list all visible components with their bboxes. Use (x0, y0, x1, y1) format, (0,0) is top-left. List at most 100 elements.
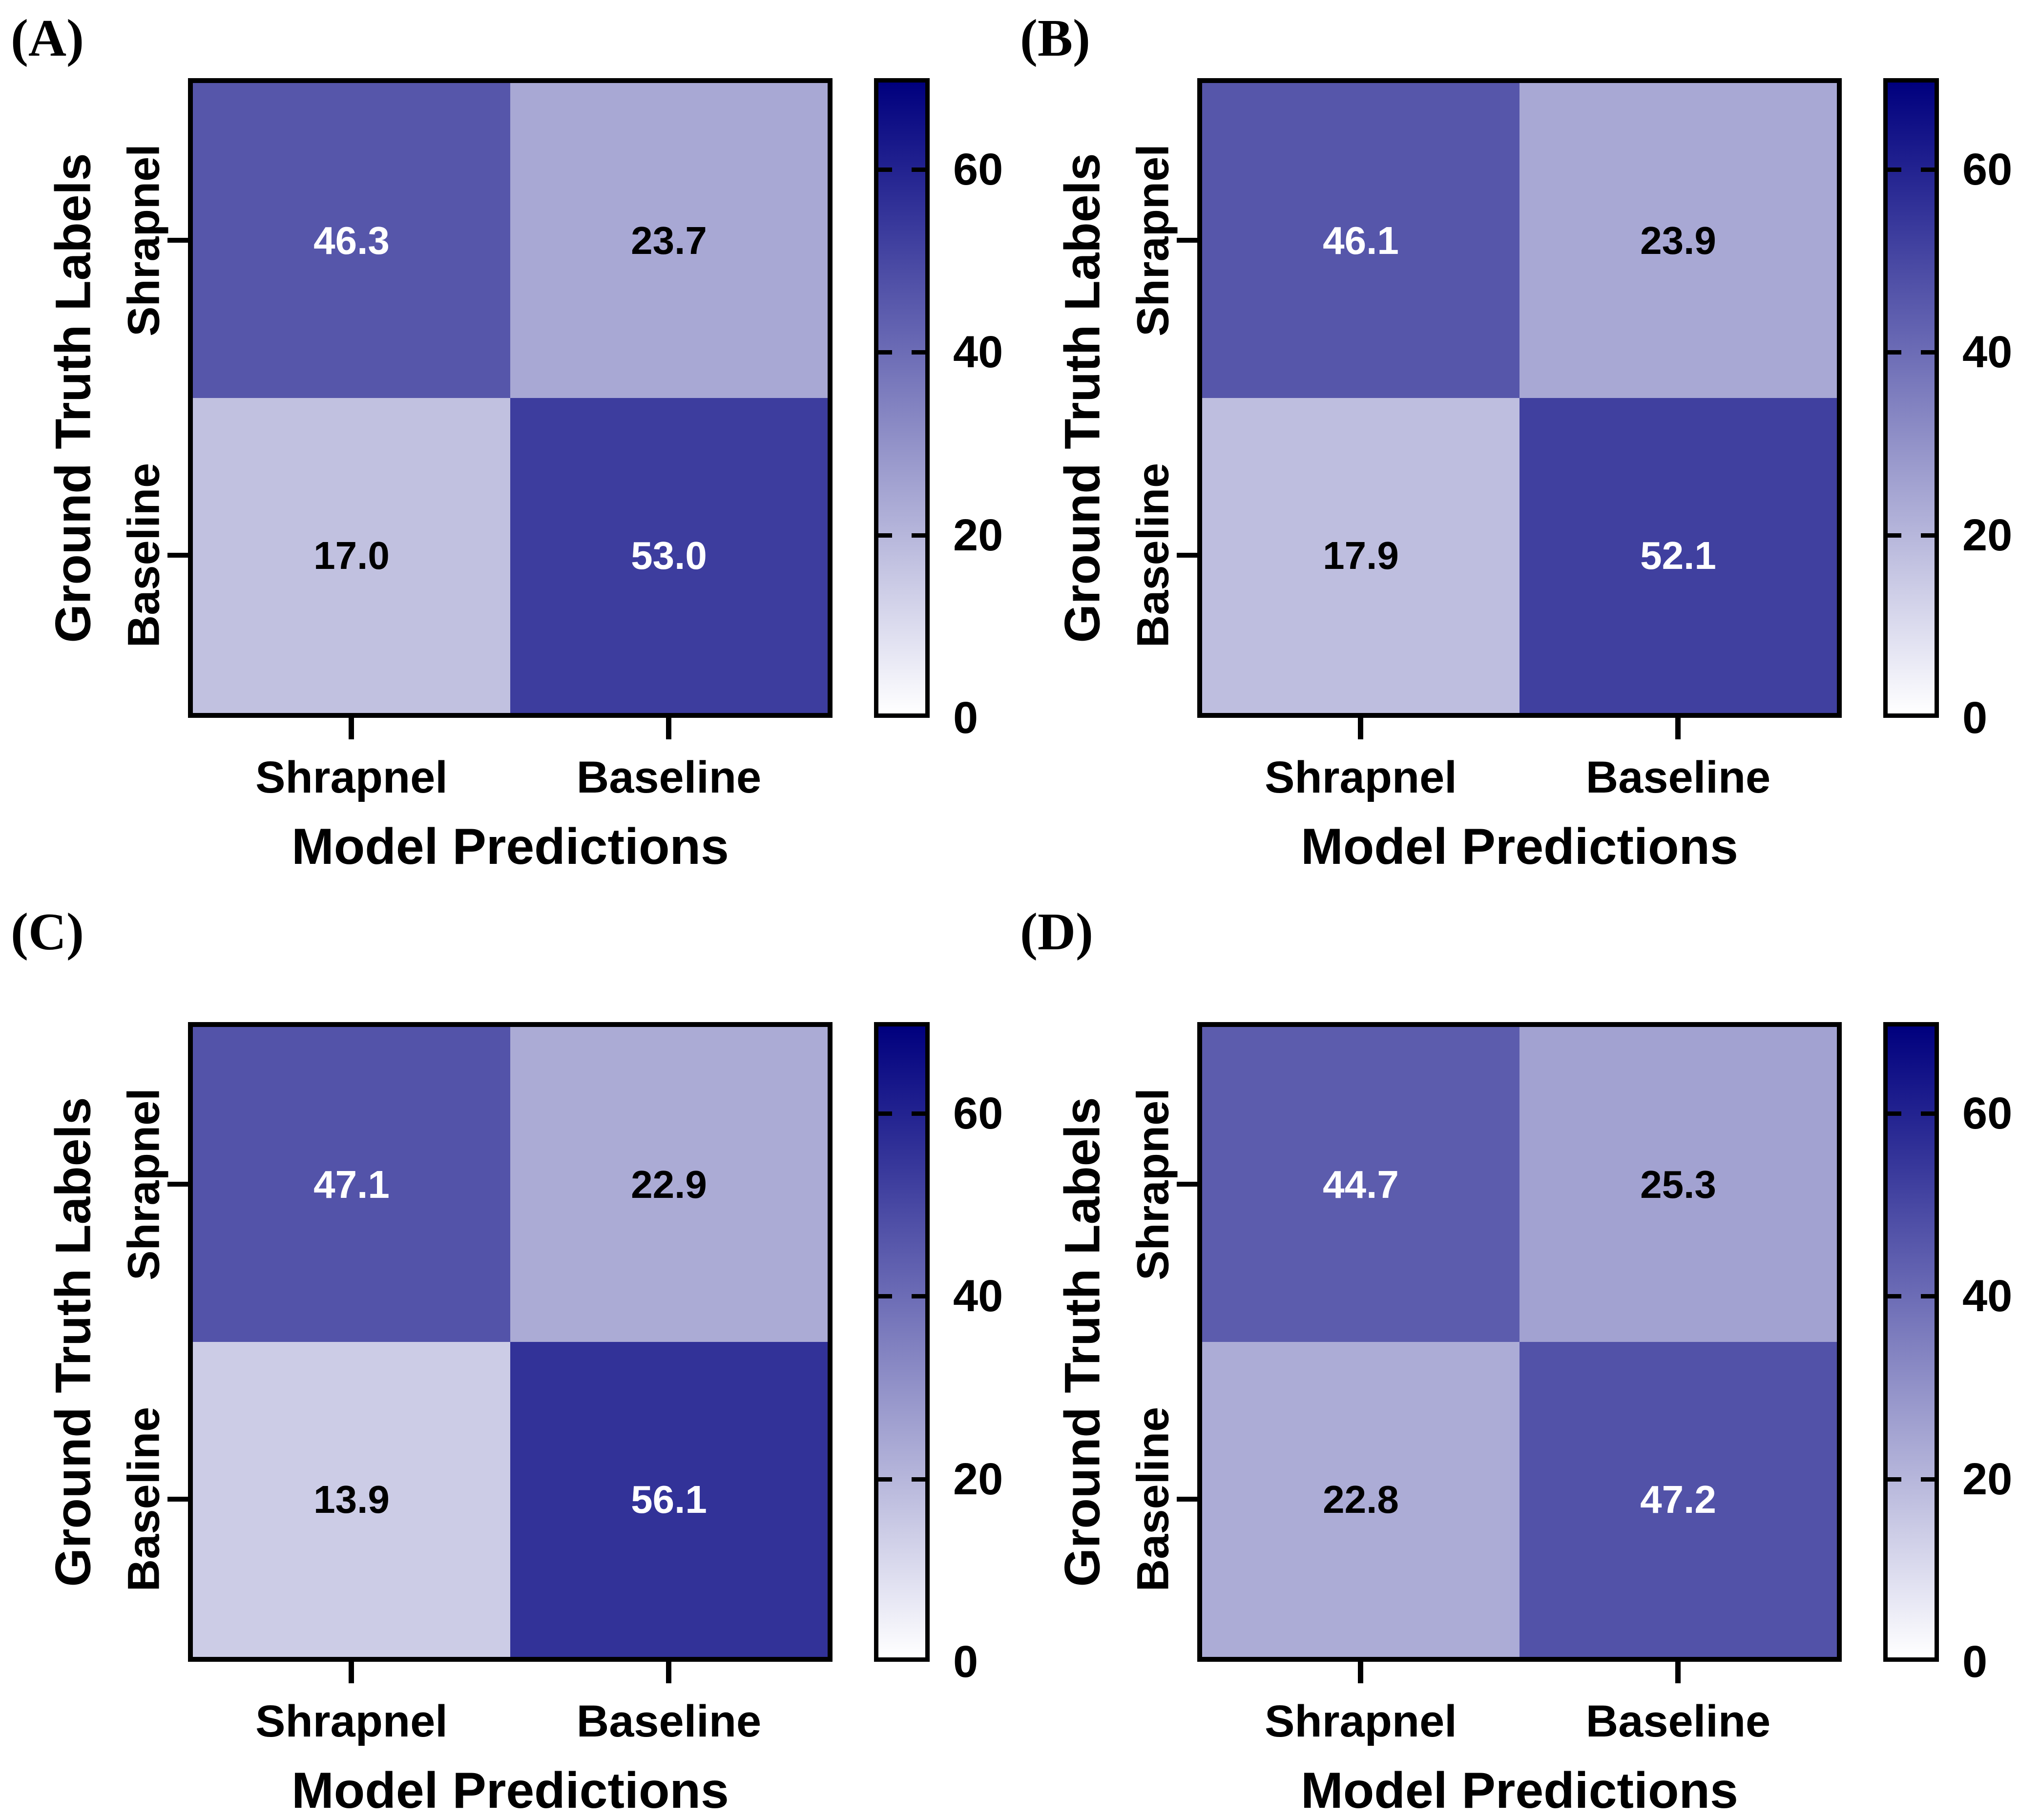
colorbar-tick-mark (912, 350, 925, 355)
y-tick-mark (167, 238, 189, 243)
matrix-cell-shrapnel-baseline: 25.3 (1519, 1027, 1837, 1342)
matrix-cell-baseline-shrapnel: 17.9 (1202, 398, 1519, 713)
colorbar (874, 78, 930, 718)
panel-label: (C) (11, 903, 84, 961)
colorbar-tick-mark (1888, 1111, 1901, 1116)
colorbar-tick-label: 40 (953, 327, 1003, 377)
colorbar-tick-label: 0 (1962, 1637, 1988, 1687)
panel-C: (C) Ground Truth Labels Shrapnel Baselin… (0, 879, 1009, 1820)
y-tick-mark (1177, 1497, 1198, 1502)
colorbar-tick-mark (912, 1111, 925, 1116)
colorbar-tick-mark (1888, 1294, 1901, 1299)
y-tick-mark (167, 1497, 189, 1502)
colorbar-tick-label: 0 (953, 1637, 978, 1687)
colorbar-tick-label: 60 (953, 145, 1003, 195)
colorbar-tick-mark (1921, 1294, 1935, 1299)
y-tick-label-shrapnel: Shrapnel (119, 144, 169, 336)
colorbar-tick-label: 60 (1962, 1088, 2013, 1139)
confusion-matrix-heatmap: 44.7 25.3 22.8 47.2 (1197, 1022, 1842, 1662)
y-tick-label-shrapnel: Shrapnel (1128, 1088, 1178, 1280)
matrix-cell-shrapnel-shrapnel: 46.3 (193, 83, 510, 398)
y-axis-label: Ground Truth Labels (1054, 153, 1110, 643)
x-tick-mark (1358, 1662, 1363, 1683)
colorbar-tick-mark (878, 1477, 892, 1482)
y-tick-mark (1177, 1182, 1198, 1187)
colorbar-tick-label: 60 (1962, 145, 2013, 195)
x-tick-mark (666, 1662, 671, 1683)
matrix-cell-baseline-shrapnel: 17.0 (193, 398, 510, 713)
x-tick-label-baseline: Baseline (576, 753, 762, 802)
panel-label: (B) (1020, 9, 1090, 67)
confusion-matrix-heatmap: 46.3 23.7 17.0 53.0 (188, 78, 833, 718)
colorbar-tick-mark (912, 1477, 925, 1482)
x-axis-label: Model Predictions (1301, 1762, 1738, 1819)
y-tick-mark (167, 553, 189, 558)
panel-A: (A) Ground Truth Labels Shrapnel Baselin… (0, 0, 1009, 879)
colorbar-tick-mark (1888, 350, 1901, 355)
colorbar-tick-mark (878, 167, 892, 172)
confusion-matrix-heatmap: 46.1 23.9 17.9 52.1 (1197, 78, 1842, 718)
colorbar-tick-mark (878, 1294, 892, 1299)
colorbar-tick-label: 40 (1962, 327, 2013, 377)
y-tick-label-baseline: Baseline (1128, 462, 1178, 648)
x-tick-mark (1675, 718, 1681, 739)
matrix-cell-baseline-baseline: 56.1 (510, 1342, 828, 1657)
y-axis-label: Ground Truth Labels (45, 1097, 101, 1587)
x-tick-mark (349, 718, 354, 739)
y-tick-mark (167, 1182, 189, 1187)
x-tick-mark (349, 1662, 354, 1683)
x-tick-label-baseline: Baseline (576, 1696, 762, 1746)
confusion-matrix-heatmap: 47.1 22.9 13.9 56.1 (188, 1022, 833, 1662)
colorbar-tick-mark (878, 1111, 892, 1116)
x-tick-label-shrapnel: Shrapnel (1265, 753, 1457, 802)
colorbar-tick-mark (912, 167, 925, 172)
matrix-cell-shrapnel-baseline: 23.7 (510, 83, 828, 398)
y-tick-mark (1177, 553, 1198, 558)
x-tick-label-baseline: Baseline (1585, 1696, 1771, 1746)
matrix-cell-baseline-baseline: 52.1 (1519, 398, 1837, 713)
y-axis-label: Ground Truth Labels (45, 153, 101, 643)
panel-label: (A) (11, 9, 84, 67)
colorbar (874, 1022, 930, 1662)
colorbar-tick-label: 20 (1962, 1454, 2013, 1504)
x-tick-mark (666, 718, 671, 739)
colorbar-tick-mark (1888, 1477, 1901, 1482)
matrix-cell-shrapnel-shrapnel: 44.7 (1202, 1027, 1519, 1342)
colorbar-tick-mark (1888, 533, 1901, 538)
y-axis-label: Ground Truth Labels (1054, 1097, 1110, 1587)
x-axis-label: Model Predictions (1301, 818, 1738, 875)
colorbar-tick-mark (1888, 167, 1901, 172)
x-tick-label-shrapnel: Shrapnel (255, 1696, 448, 1746)
y-tick-label-baseline: Baseline (119, 1406, 169, 1592)
y-tick-label-baseline: Baseline (1128, 1406, 1178, 1592)
y-tick-label-shrapnel: Shrapnel (1128, 144, 1178, 336)
y-tick-mark (1177, 238, 1198, 243)
x-axis-label: Model Predictions (291, 1762, 729, 1819)
matrix-cell-baseline-shrapnel: 22.8 (1202, 1342, 1519, 1657)
x-tick-mark (1358, 718, 1363, 739)
colorbar-tick-mark (1921, 1111, 1935, 1116)
colorbar-tick-mark (912, 1294, 925, 1299)
colorbar (1883, 78, 1939, 718)
colorbar-tick-label: 40 (953, 1271, 1003, 1321)
matrix-cell-shrapnel-shrapnel: 47.1 (193, 1027, 510, 1342)
x-axis-label: Model Predictions (291, 818, 729, 875)
matrix-cell-shrapnel-shrapnel: 46.1 (1202, 83, 1519, 398)
colorbar-tick-mark (878, 533, 892, 538)
colorbar-tick-mark (1921, 533, 1935, 538)
colorbar-tick-mark (1921, 167, 1935, 172)
colorbar-tick-mark (912, 533, 925, 538)
matrix-cell-shrapnel-baseline: 23.9 (1519, 83, 1837, 398)
panel-D: (D) Ground Truth Labels Shrapnel Baselin… (1009, 879, 2019, 1820)
colorbar-tick-mark (1921, 350, 1935, 355)
colorbar-tick-label: 60 (953, 1088, 1003, 1139)
colorbar-tick-mark (878, 350, 892, 355)
matrix-cell-baseline-baseline: 47.2 (1519, 1342, 1837, 1657)
colorbar-tick-label: 0 (1962, 693, 1988, 743)
y-tick-label-shrapnel: Shrapnel (119, 1088, 169, 1280)
x-tick-label-baseline: Baseline (1585, 753, 1771, 802)
colorbar-tick-label: 20 (1962, 510, 2013, 560)
matrix-cell-baseline-baseline: 53.0 (510, 398, 828, 713)
colorbar-tick-label: 20 (953, 1454, 1003, 1504)
